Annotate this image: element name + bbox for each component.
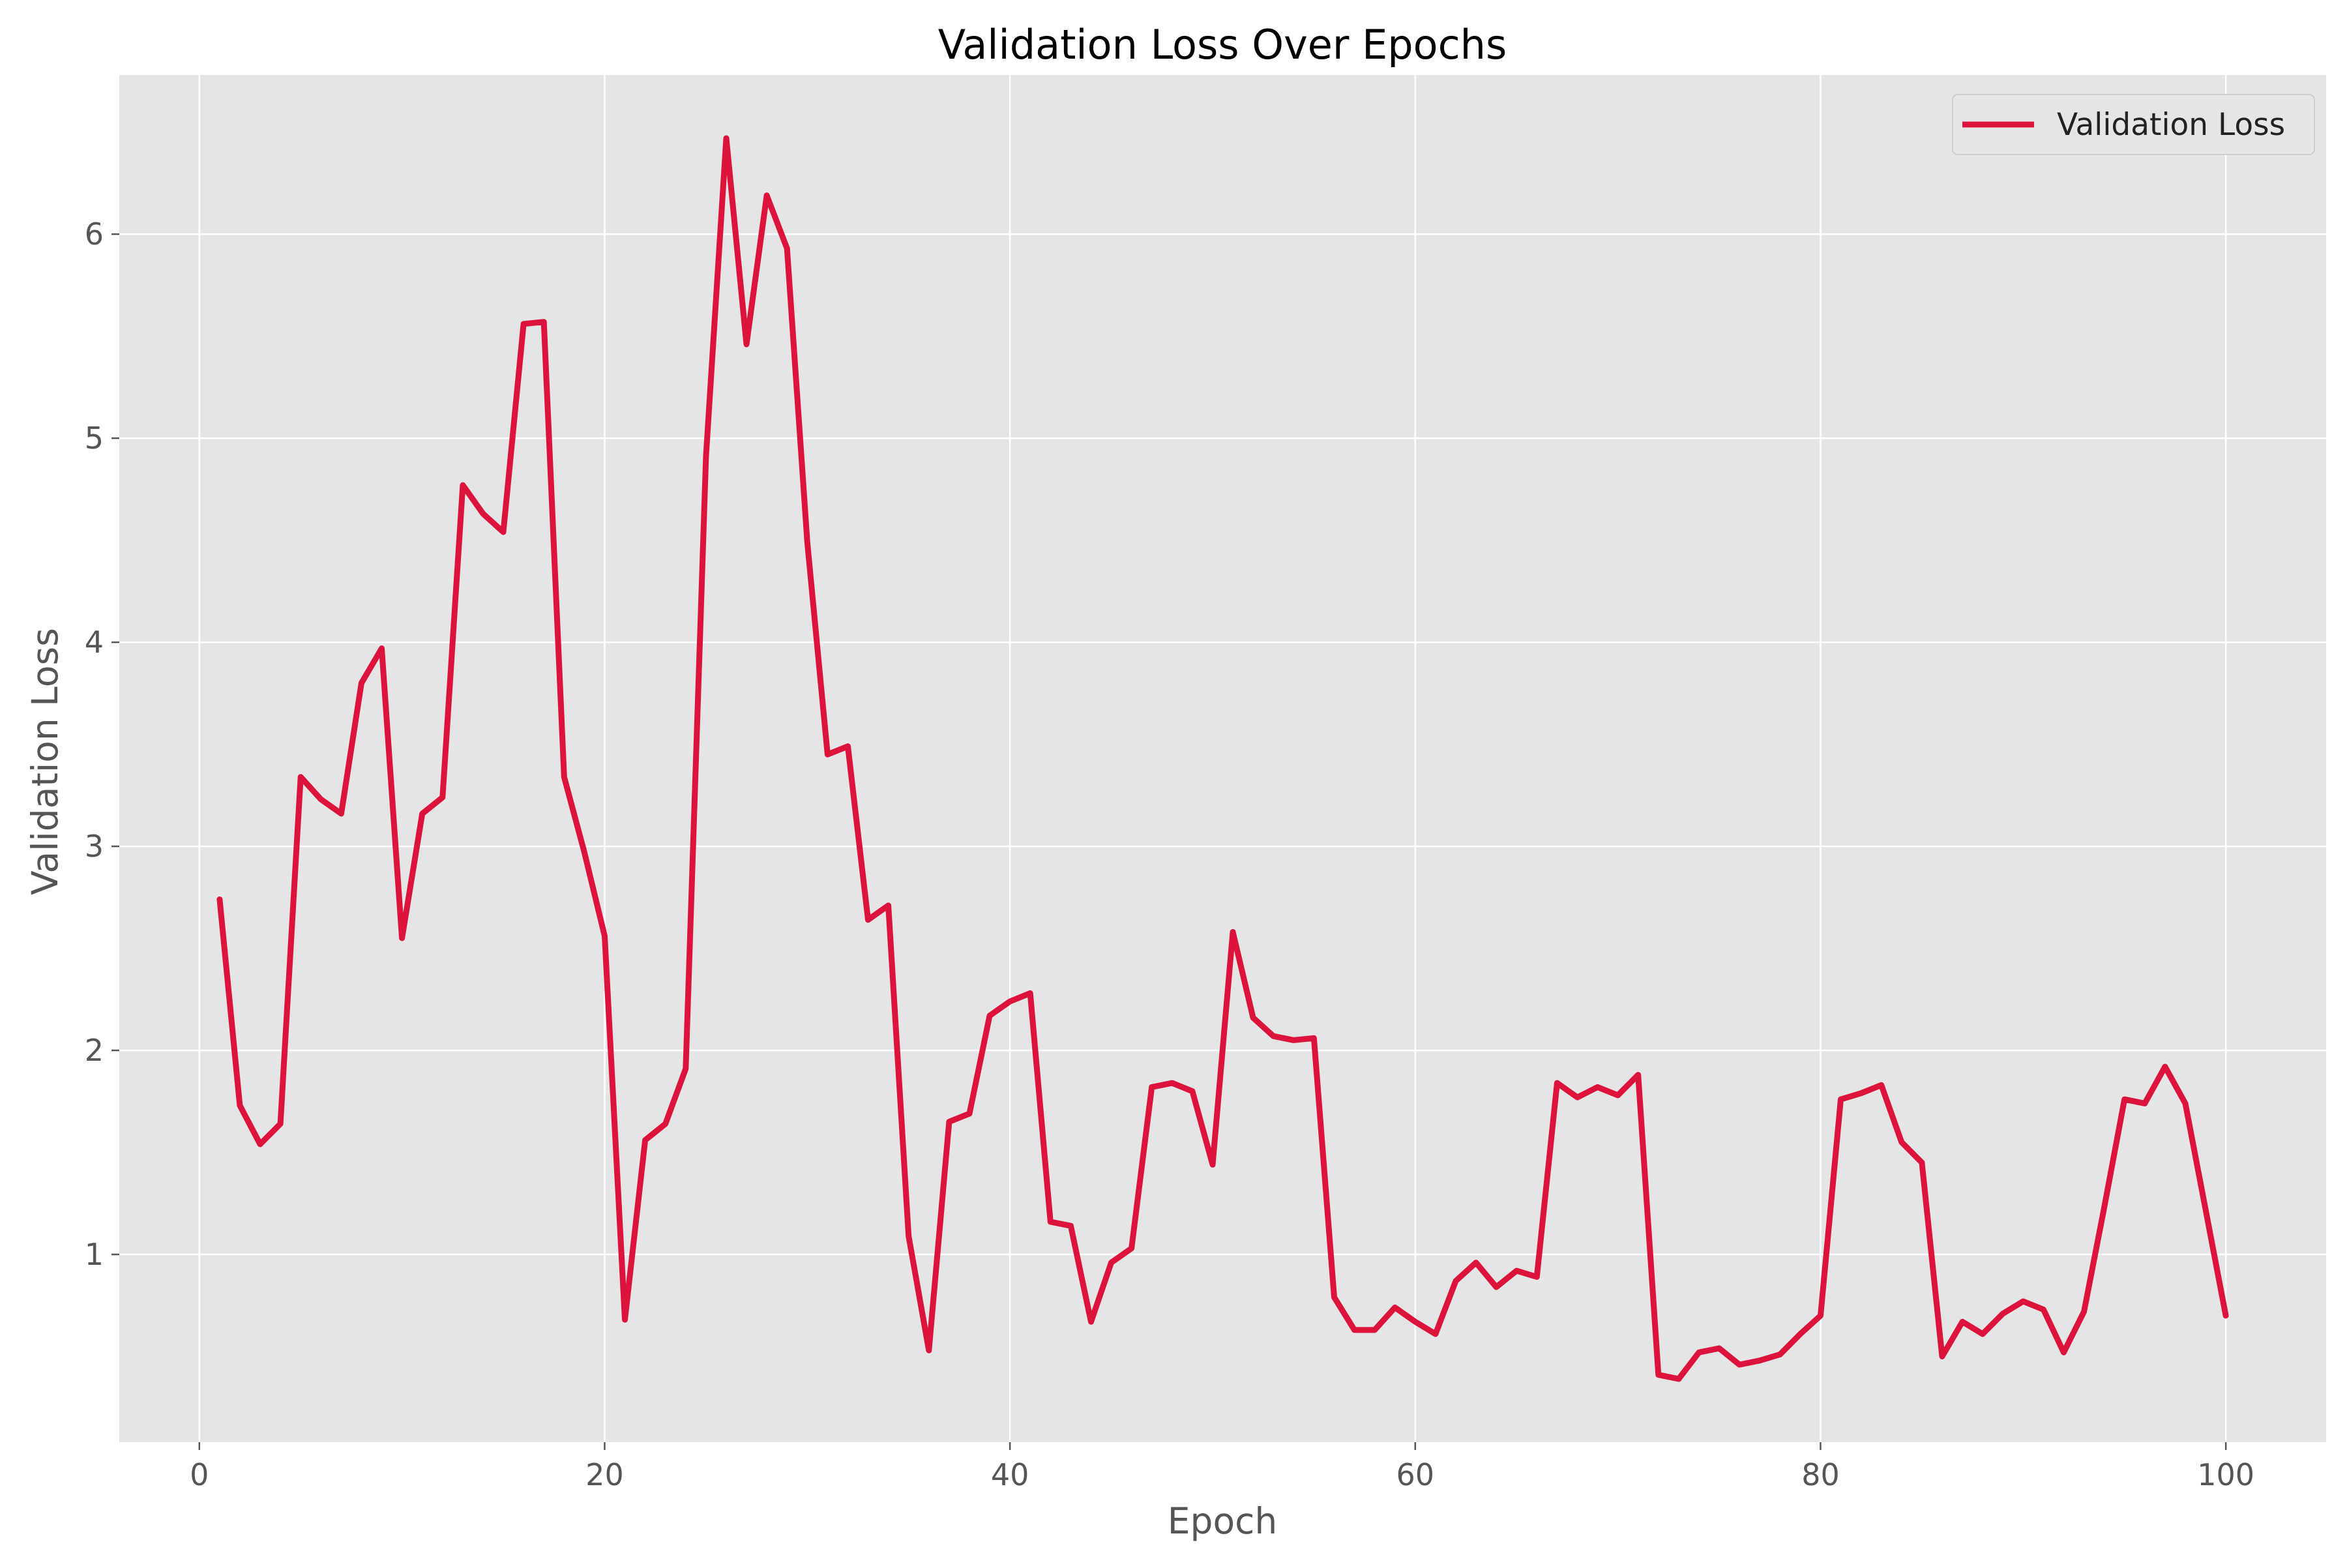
y-tick-label: 1 — [85, 1237, 104, 1272]
axis-ticks: 0 20 40 60 80 100 1 2 3 4 5 6 — [85, 216, 2254, 1492]
plot-area — [119, 75, 2326, 1442]
legend: Validation Loss — [1952, 94, 2315, 155]
y-tick-label: 4 — [85, 625, 104, 660]
legend-label: Validation Loss — [2057, 107, 2285, 143]
chart-title: Validation Loss Over Epochs — [938, 21, 1507, 68]
y-tick-label: 2 — [85, 1033, 104, 1068]
series-line-validation-loss — [216, 135, 2229, 1382]
grid-lines — [119, 75, 2326, 1442]
x-tick-label: 80 — [1801, 1457, 1840, 1492]
series-layer — [216, 135, 2229, 1382]
x-tick-label: 0 — [190, 1457, 209, 1492]
x-tick-label: 40 — [991, 1457, 1029, 1492]
x-tick-label: 100 — [2197, 1457, 2254, 1492]
x-tick-label: 20 — [585, 1457, 624, 1492]
y-tick-label: 3 — [85, 829, 104, 864]
y-axis-label: Validation Loss — [24, 628, 66, 895]
y-tick-label: 6 — [85, 216, 104, 252]
x-tick-label: 60 — [1396, 1457, 1435, 1492]
x-axis-label: Epoch — [1168, 1500, 1277, 1542]
legend-box — [1952, 94, 2315, 155]
y-tick-label: 5 — [85, 421, 104, 456]
